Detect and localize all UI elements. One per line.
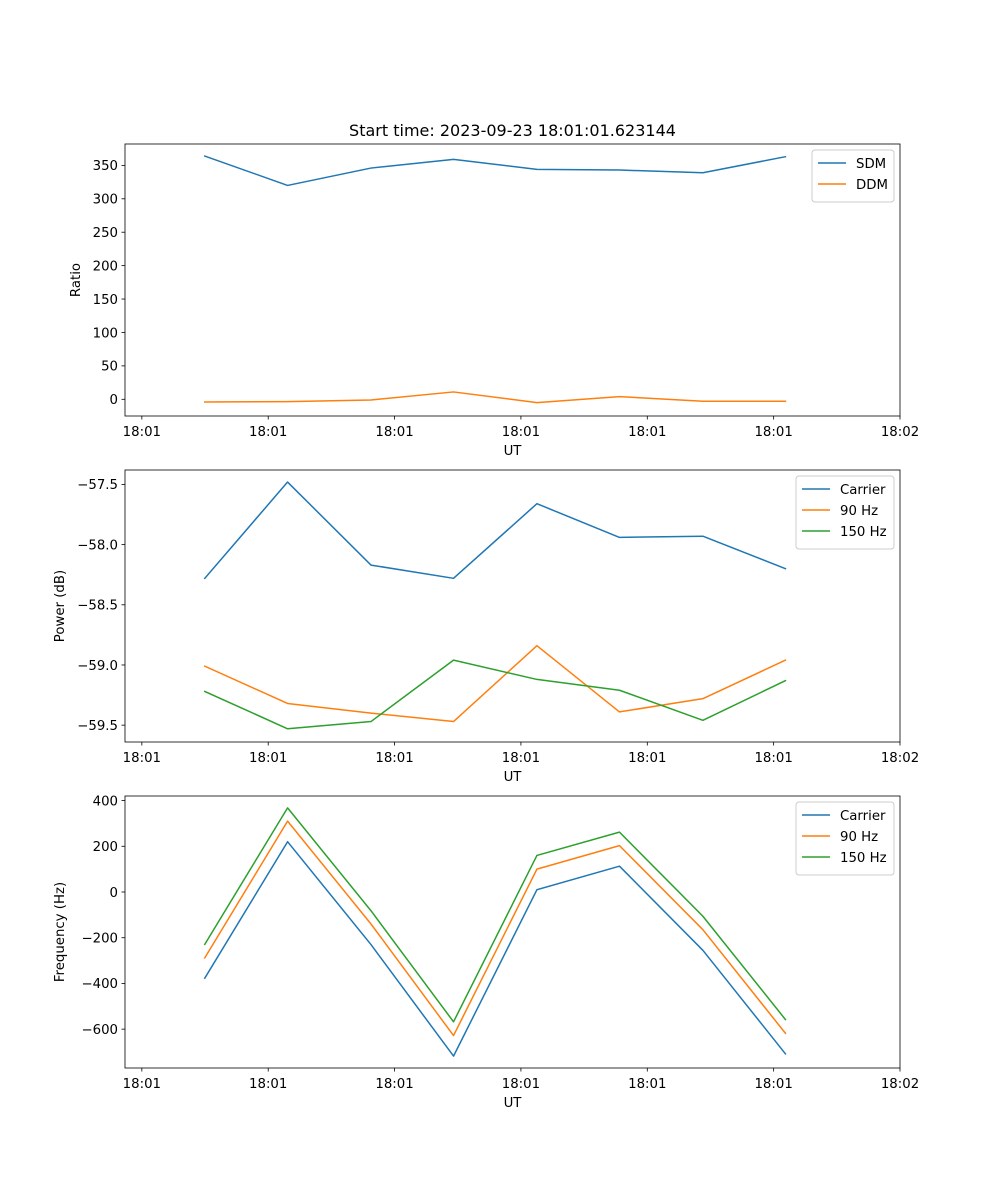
y-tick-label: 50	[101, 360, 118, 375]
y-tick-label: 200	[93, 840, 118, 855]
x-tick-label: 18:01	[628, 751, 666, 766]
y-tick-label: 200	[93, 259, 118, 274]
y-tick-label: 0	[110, 393, 118, 408]
x-tick-label: 18:01	[628, 425, 666, 440]
legend-label: DDM	[856, 178, 888, 193]
x-tick-label: 18:01	[754, 751, 792, 766]
y-tick-label: 400	[93, 794, 118, 809]
y-axis-label: Frequency (Hz)	[53, 882, 68, 982]
x-tick-label: 18:01	[502, 425, 540, 440]
figure-title: Start time: 2023-09-23 18:01:01.623144	[349, 121, 676, 140]
legend-label: 90 Hz	[840, 504, 878, 519]
x-tick-label: 18:01	[249, 751, 287, 766]
x-tick-label: 18:01	[123, 425, 161, 440]
y-tick-label: −58.5	[77, 599, 118, 614]
x-axis-label: UT	[504, 1096, 523, 1111]
x-tick-label: 18:01	[502, 1077, 540, 1092]
legend-label: 90 Hz	[840, 830, 878, 845]
x-tick-label: 18:01	[375, 1077, 413, 1092]
legend: Carrier 90 Hz 150 Hz	[795, 801, 895, 876]
y-tick-label: −600	[81, 1023, 118, 1038]
x-tick-label: 18:02	[881, 1077, 919, 1092]
x-tick-label: 18:02	[881, 751, 919, 766]
y-tick-label: 150	[93, 293, 118, 308]
x-tick-label: 18:01	[123, 751, 161, 766]
y-axis-label: Ratio	[69, 263, 84, 297]
legend-label: Carrier	[840, 483, 886, 498]
y-tick-label: −57.5	[77, 478, 118, 493]
x-tick-label: 18:01	[628, 1077, 666, 1092]
y-tick-label: 300	[93, 193, 118, 208]
legend: SDM DDM	[811, 149, 895, 203]
y-tick-label: −400	[81, 977, 118, 992]
series-line-150-hz	[203, 659, 787, 730]
legend-label: 150 Hz	[840, 851, 887, 866]
chart-panel-3: 18:01 18:01 18:01 18:01 18:01 18:01 18:02 −600 −…	[53, 794, 919, 1111]
chart-panel-1: 18:01 18:01 18:01 18:01 18:01 18:01 18:02 0 50 10…	[69, 143, 919, 459]
axes-frame	[124, 469, 901, 743]
chart-panel-2: 18:01 18:01 18:01 18:01 18:01 18:01 18:02 −59.5…	[53, 469, 919, 785]
series-line-ddm	[204, 391, 787, 404]
y-tick-label: 0	[110, 886, 118, 901]
legend-label: Carrier	[840, 809, 886, 824]
x-tick-label: 18:01	[754, 425, 792, 440]
y-tick-label: −200	[81, 932, 118, 947]
y-tick-label: 100	[93, 326, 118, 341]
x-tick-label: 18:02	[881, 425, 919, 440]
x-axis-label: UT	[504, 444, 523, 459]
axes-frame	[124, 143, 901, 417]
y-tick-label: −59.0	[77, 659, 118, 674]
series-line-90-hz	[203, 820, 787, 1037]
y-tick-label: −59.5	[77, 719, 118, 734]
x-tick-label: 18:01	[502, 751, 540, 766]
x-tick-label: 18:01	[249, 1077, 287, 1092]
x-tick-label: 18:01	[375, 751, 413, 766]
y-axis-label: Power (dB)	[53, 570, 68, 642]
x-tick-label: 18:01	[375, 425, 413, 440]
y-tick-label: 350	[93, 159, 118, 174]
series-line-90-hz	[203, 644, 787, 723]
legend-label: 150 Hz	[840, 525, 887, 540]
series-line-carrier	[203, 840, 787, 1057]
y-tick-label: −58.0	[77, 538, 118, 553]
y-tick-label: 250	[93, 226, 118, 241]
series-line-sdm	[203, 155, 787, 187]
legend: Carrier 90 Hz 150 Hz	[795, 475, 895, 550]
x-tick-label: 18:01	[754, 1077, 792, 1092]
charts-container: 18:01 18:01 18:01 18:01 18:01 18:01 18:02 0 50 10…	[53, 143, 919, 1111]
series-line-150-hz	[203, 807, 787, 1023]
series-line-carrier	[203, 481, 787, 580]
x-axis-label: UT	[504, 770, 523, 785]
legend-label: SDM	[856, 157, 886, 172]
axes-frame	[124, 795, 901, 1069]
x-tick-label: 18:01	[249, 425, 287, 440]
x-tick-label: 18:01	[123, 1077, 161, 1092]
